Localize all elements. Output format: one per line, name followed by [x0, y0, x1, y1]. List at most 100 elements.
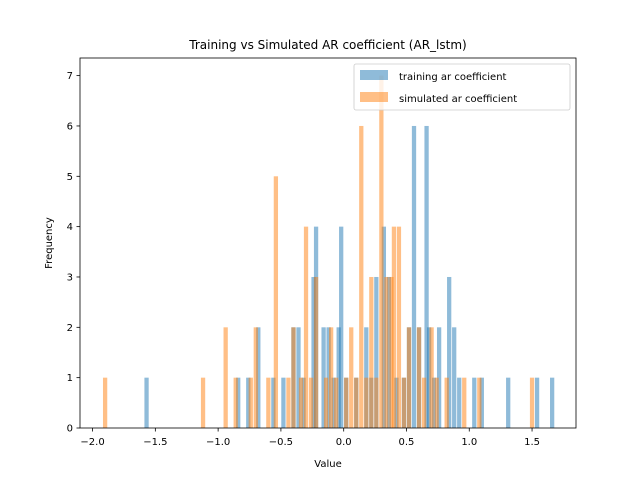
- legend-box: [353, 63, 571, 111]
- bar-training-33: [452, 327, 457, 428]
- bar-training-14: [336, 327, 341, 428]
- bar-training-29: [426, 327, 432, 428]
- y-tick-label-7: 7: [67, 71, 73, 82]
- bar-simulated-36: [462, 377, 467, 428]
- bar-simulated-10: [298, 377, 304, 428]
- legend-label-training: training ar coefficient: [399, 72, 507, 83]
- y-tick-label-3: 3: [67, 272, 73, 283]
- bar-training-34: [457, 377, 462, 428]
- y-axis-label: Frequency: [44, 217, 55, 269]
- bar-simulated-35: [444, 377, 449, 428]
- bar-training-21: [381, 226, 387, 428]
- x-tick-label-3: −0.5: [269, 437, 293, 448]
- legend: training ar coefficient simulated ar coe…: [353, 63, 571, 111]
- bar-simulated-17: [344, 377, 349, 428]
- bar-training-31: [436, 327, 442, 428]
- x-tick-label-7: 1.5: [524, 437, 540, 448]
- bar-simulated-13: [313, 276, 319, 428]
- bar-simulated-12: [308, 377, 314, 428]
- y-tick-label-1: 1: [67, 373, 73, 384]
- bar-training-7: [296, 327, 301, 428]
- bar-simulated-21: [364, 377, 369, 428]
- x-tick-label-6: 1.0: [461, 437, 477, 448]
- x-tick-label-1: −1.5: [143, 437, 167, 448]
- bar-training-38: [534, 377, 540, 428]
- bar-training-13: [331, 377, 336, 428]
- bar-simulated-20: [359, 125, 364, 429]
- bar-simulated-15: [329, 327, 334, 428]
- bar-training-20: [374, 276, 379, 428]
- bar-simulated-25: [384, 276, 389, 428]
- bar-training-26: [411, 125, 417, 429]
- bar-training-4: [271, 377, 276, 428]
- bar-training-36: [479, 377, 484, 428]
- legend-swatch-training: [360, 70, 388, 80]
- bar-training-22: [386, 276, 392, 428]
- bar-training-1: [236, 377, 241, 428]
- bar-simulated-16: [334, 377, 339, 428]
- x-tick-label-4: 0.0: [336, 437, 352, 448]
- bar-simulated-27: [391, 226, 397, 428]
- legend-label-simulated: simulated ar coefficient: [399, 94, 517, 105]
- bar-training-8: [301, 377, 306, 428]
- y-tick-label-4: 4: [67, 222, 73, 233]
- bar-simulated-22: [369, 276, 374, 428]
- bars-layer: [102, 75, 555, 429]
- bar-simulated-32: [421, 377, 427, 428]
- bar-simulated-33: [429, 327, 434, 428]
- bar-simulated-23: [374, 377, 379, 428]
- y-axis-ticks: 0 1 2 3 4 5 6 7: [67, 71, 80, 435]
- bar-simulated-26: [389, 276, 394, 428]
- bar-simulated-18: [349, 327, 354, 428]
- bar-training-32: [447, 276, 452, 428]
- bar-simulated-3: [233, 377, 238, 428]
- bar-simulated-0: [102, 377, 108, 428]
- bar-simulated-28: [396, 226, 402, 428]
- bar-training-11: [321, 327, 326, 428]
- bar-training-28: [424, 125, 429, 429]
- x-axis-ticks: −2.0 −1.5 −1.0 −0.5 0.0 0.5 1.0 1.5: [80, 428, 540, 448]
- legend-swatch-simulated: [360, 92, 388, 102]
- bar-training-39: [550, 377, 555, 428]
- plot-area-frame: [79, 57, 577, 429]
- bar-simulated-30: [406, 327, 412, 428]
- bar-simulated-24: [379, 75, 384, 429]
- bar-simulated-14: [323, 377, 329, 428]
- bar-simulated-29: [401, 377, 407, 428]
- bar-training-30: [431, 377, 437, 428]
- bar-training-37: [506, 377, 511, 428]
- bar-simulated-34: [434, 377, 439, 428]
- bar-training-35: [472, 377, 477, 428]
- bar-training-2: [246, 377, 251, 428]
- bar-simulated-1: [200, 377, 206, 428]
- bar-simulated-11: [303, 226, 309, 428]
- bar-simulated-31: [416, 327, 422, 428]
- bar-training-0: [144, 377, 149, 428]
- y-tick-label-5: 5: [67, 172, 73, 183]
- bar-training-9: [311, 276, 316, 428]
- bar-simulated-19: [354, 377, 359, 428]
- y-tick-label-0: 0: [67, 424, 73, 435]
- bar-simulated-9: [291, 327, 296, 428]
- x-axis-label: Value: [314, 459, 341, 470]
- bar-simulated-6: [266, 377, 271, 428]
- bar-simulated-37: [477, 377, 482, 428]
- y-tick-label-6: 6: [67, 121, 73, 132]
- x-tick-label-2: −1.0: [206, 437, 230, 448]
- chart-title: Training vs Simulated AR coefficient (AR…: [188, 38, 466, 52]
- bar-simulated-4: [248, 377, 253, 428]
- bar-simulated-38: [529, 377, 535, 428]
- bar-training-3: [256, 327, 261, 428]
- bar-simulated-2: [223, 327, 228, 428]
- bar-simulated-8: [286, 377, 291, 428]
- x-tick-label-5: 0.5: [399, 437, 415, 448]
- bar-training-15: [339, 226, 344, 428]
- bar-training-12: [326, 327, 331, 428]
- y-tick-label-2: 2: [67, 323, 73, 334]
- bar-simulated-5: [253, 327, 258, 428]
- x-tick-label-0: −2.0: [80, 437, 104, 448]
- bar-training-5: [281, 377, 286, 428]
- bar-simulated-7: [273, 176, 279, 428]
- bar-training-23: [394, 377, 399, 428]
